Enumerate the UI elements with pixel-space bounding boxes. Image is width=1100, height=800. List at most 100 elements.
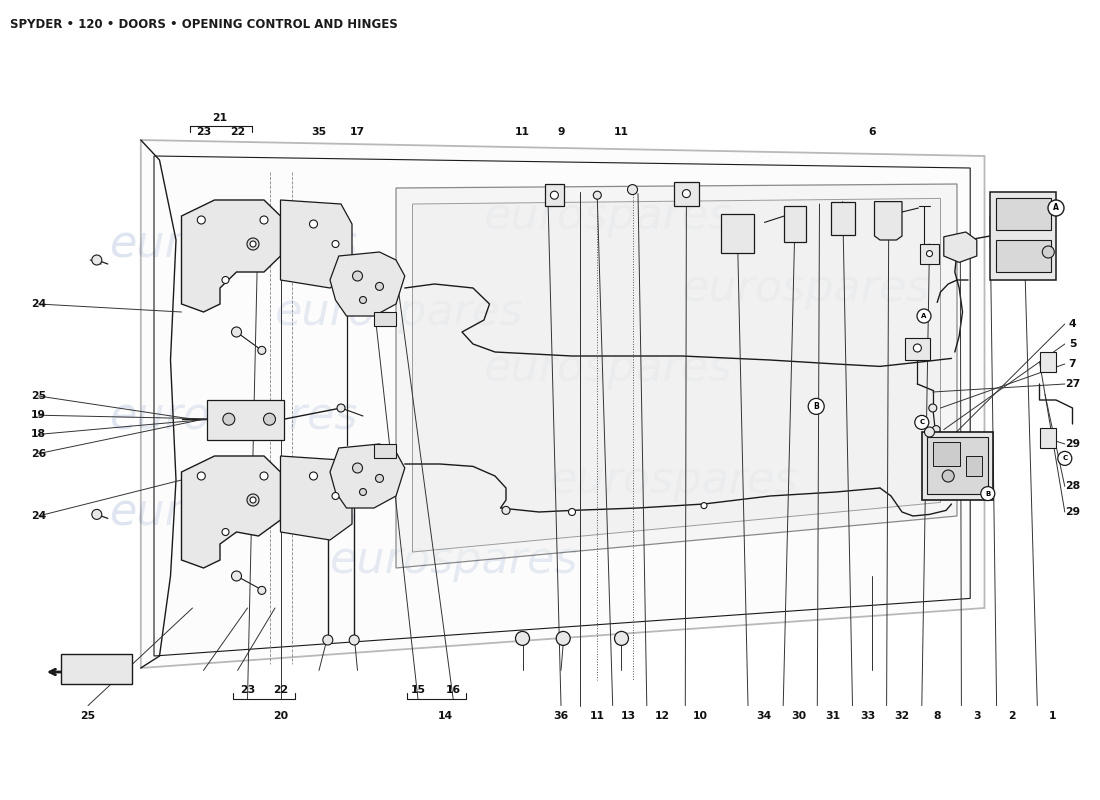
Bar <box>966 456 982 476</box>
Text: 29: 29 <box>1065 439 1080 449</box>
Bar <box>720 214 754 253</box>
Text: A: A <box>1053 203 1059 213</box>
Circle shape <box>928 404 937 412</box>
Circle shape <box>926 250 933 257</box>
Bar <box>933 442 960 466</box>
Text: C: C <box>1063 455 1067 462</box>
Text: 22: 22 <box>273 685 288 694</box>
Circle shape <box>557 631 570 646</box>
Text: 24: 24 <box>31 511 46 521</box>
Bar <box>1040 428 1056 448</box>
Circle shape <box>332 241 339 247</box>
Bar <box>990 192 1056 280</box>
Circle shape <box>924 427 935 437</box>
Text: 30: 30 <box>791 711 806 721</box>
Polygon shape <box>874 202 902 240</box>
Circle shape <box>808 398 824 414</box>
Circle shape <box>250 497 256 503</box>
Circle shape <box>309 220 318 228</box>
Bar <box>905 338 930 360</box>
Circle shape <box>222 529 229 535</box>
Text: 1: 1 <box>1049 711 1056 721</box>
Text: 27: 27 <box>1065 379 1080 389</box>
Circle shape <box>915 415 928 430</box>
Text: A: A <box>922 313 926 319</box>
Circle shape <box>264 414 275 426</box>
Circle shape <box>913 344 922 352</box>
Text: 17: 17 <box>350 127 365 137</box>
Text: eurospares: eurospares <box>484 346 733 390</box>
Bar <box>784 206 806 242</box>
Text: eurospares: eurospares <box>330 538 579 582</box>
Text: 34: 34 <box>756 711 771 721</box>
Polygon shape <box>141 140 984 668</box>
Circle shape <box>352 271 363 281</box>
Text: eurospares: eurospares <box>110 222 359 266</box>
Circle shape <box>91 255 102 265</box>
Circle shape <box>231 327 242 337</box>
Text: 25: 25 <box>31 391 46 401</box>
Bar <box>1040 352 1056 372</box>
Polygon shape <box>60 654 132 684</box>
Circle shape <box>197 216 206 224</box>
Bar <box>544 184 564 206</box>
Circle shape <box>360 297 366 303</box>
Text: 5: 5 <box>1069 339 1076 349</box>
Text: 19: 19 <box>31 410 46 420</box>
Text: 29: 29 <box>1065 507 1080 517</box>
Circle shape <box>257 586 266 594</box>
Bar <box>207 400 284 440</box>
Bar <box>996 198 1050 230</box>
Circle shape <box>550 191 559 199</box>
Text: 21: 21 <box>212 113 228 122</box>
Circle shape <box>1043 246 1054 258</box>
Polygon shape <box>944 232 977 262</box>
Bar <box>927 437 988 494</box>
Bar <box>374 444 396 458</box>
Polygon shape <box>396 184 957 568</box>
Circle shape <box>91 510 102 519</box>
Circle shape <box>502 506 510 514</box>
Circle shape <box>375 474 384 482</box>
Text: 35: 35 <box>311 127 327 137</box>
Text: 15: 15 <box>410 685 426 694</box>
Text: 11: 11 <box>614 127 629 137</box>
Circle shape <box>197 472 206 480</box>
Bar <box>674 182 698 206</box>
Text: SPYDER • 120 • DOORS • OPENING CONTROL AND HINGES: SPYDER • 120 • DOORS • OPENING CONTROL A… <box>10 18 398 31</box>
Bar <box>374 312 396 326</box>
Circle shape <box>309 472 318 480</box>
Circle shape <box>593 191 602 199</box>
Text: 11: 11 <box>590 711 605 721</box>
Text: 31: 31 <box>825 711 840 721</box>
Text: B: B <box>986 490 990 497</box>
Text: 26: 26 <box>31 449 46 458</box>
Text: 14: 14 <box>438 711 453 721</box>
Circle shape <box>516 631 529 646</box>
Circle shape <box>682 190 691 198</box>
Circle shape <box>337 404 345 412</box>
Polygon shape <box>330 252 405 316</box>
Circle shape <box>352 463 363 473</box>
Text: 6: 6 <box>869 127 876 137</box>
Text: eurospares: eurospares <box>110 490 359 534</box>
Circle shape <box>332 493 339 499</box>
Text: 32: 32 <box>894 711 910 721</box>
Polygon shape <box>182 200 280 312</box>
Text: eurospares: eurospares <box>550 458 799 502</box>
Text: eurospares: eurospares <box>484 194 733 238</box>
Text: 24: 24 <box>31 299 46 309</box>
Polygon shape <box>412 198 940 552</box>
Circle shape <box>322 635 333 645</box>
Circle shape <box>701 502 707 509</box>
Text: eurospares: eurospares <box>110 394 359 438</box>
Text: 20: 20 <box>273 711 288 721</box>
Text: 23: 23 <box>196 127 211 137</box>
Text: 13: 13 <box>620 711 636 721</box>
Circle shape <box>248 238 258 250</box>
Text: 7: 7 <box>1069 359 1076 369</box>
Circle shape <box>248 494 258 506</box>
Circle shape <box>222 277 229 283</box>
Polygon shape <box>280 200 352 288</box>
Text: eurospares: eurospares <box>275 290 524 334</box>
